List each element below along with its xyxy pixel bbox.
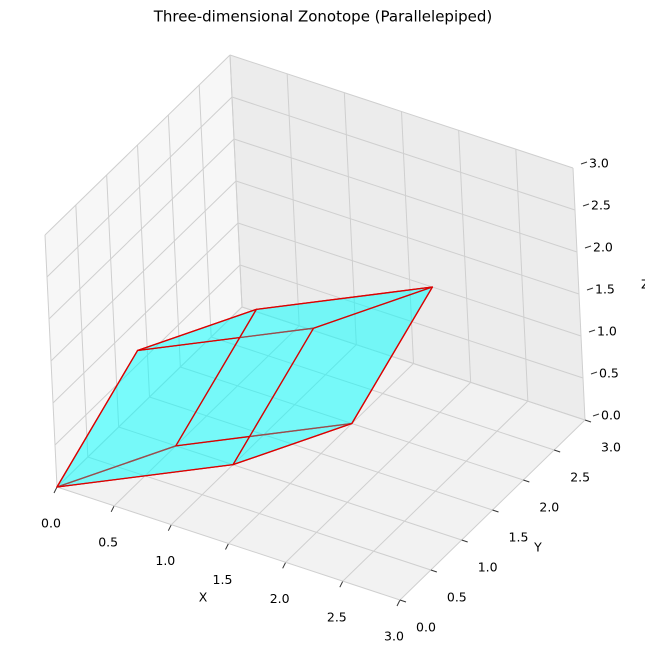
grid-line <box>233 138 578 253</box>
grid-line <box>56 306 243 488</box>
tick-mark <box>396 599 401 607</box>
y-tick-label: 3.0 <box>601 440 621 455</box>
tick-mark <box>523 479 530 483</box>
tick-mark <box>339 580 344 588</box>
tick-mark <box>282 562 287 569</box>
x-tick-label: 0.5 <box>98 534 118 549</box>
face <box>232 286 434 466</box>
x-tick-label: 2.0 <box>270 591 290 606</box>
x-tick-label: 1.0 <box>155 553 175 568</box>
grid-line <box>56 486 401 601</box>
z-tick-label: 1.5 <box>595 282 615 297</box>
grid-line <box>52 222 239 404</box>
tick-mark <box>580 161 588 165</box>
tick-mark <box>588 329 596 333</box>
tick-mark <box>53 486 58 494</box>
tick-mark <box>590 371 598 375</box>
grid-line <box>46 96 233 278</box>
grid-line <box>44 54 231 236</box>
tick-mark <box>430 569 437 573</box>
grid-line <box>231 96 576 211</box>
tick-mark <box>492 509 499 513</box>
z-tick-label: 3.0 <box>589 156 609 171</box>
tick-mark <box>554 449 561 453</box>
x-axis-label: X <box>199 590 208 605</box>
x-tick-label: 0.0 <box>41 516 61 531</box>
z-tick-label: 0.5 <box>599 366 619 381</box>
grid-line <box>48 138 235 320</box>
tick-mark <box>399 599 407 603</box>
z-tick-label: 2.0 <box>593 240 613 255</box>
y-tick-label: 1.0 <box>478 560 498 575</box>
y-tick-label: 2.5 <box>570 470 590 485</box>
chart-title: Three-dimensional Zonotope (Parallelepip… <box>153 8 492 26</box>
grid-line <box>54 264 241 446</box>
grid-line <box>229 54 574 169</box>
tick-mark <box>110 505 115 513</box>
z-axis-label: Z <box>641 277 645 292</box>
tick-mark <box>584 419 592 423</box>
x-tick-label: 3.0 <box>384 629 404 644</box>
tick-mark <box>461 539 468 543</box>
tick-mark <box>586 287 594 291</box>
y-tick-label: 0.5 <box>447 590 467 605</box>
tick-mark <box>225 543 229 550</box>
x-tick-label: 2.5 <box>327 610 347 625</box>
grid-line <box>241 306 586 421</box>
y-tick-label: 2.0 <box>539 500 559 515</box>
tick-mark <box>584 245 592 249</box>
tick-mark <box>582 203 590 207</box>
tick-mark <box>167 524 172 531</box>
grid-line <box>211 336 555 451</box>
x-tick-label: 1.5 <box>213 572 233 587</box>
grid-line <box>149 396 493 511</box>
grid-line <box>237 222 582 337</box>
grid-line <box>50 180 237 362</box>
y-tick-label: 1.5 <box>509 530 529 545</box>
z-tick-label: 2.5 <box>591 198 611 213</box>
y-axis-label: Y <box>533 540 542 555</box>
y-tick-label: 0.0 <box>416 620 436 635</box>
z-tick-label: 0.0 <box>601 408 621 423</box>
zonotope <box>56 286 434 488</box>
z-tick-label: 1.0 <box>597 324 617 339</box>
tick-mark <box>592 413 600 417</box>
grid-line <box>235 180 580 295</box>
